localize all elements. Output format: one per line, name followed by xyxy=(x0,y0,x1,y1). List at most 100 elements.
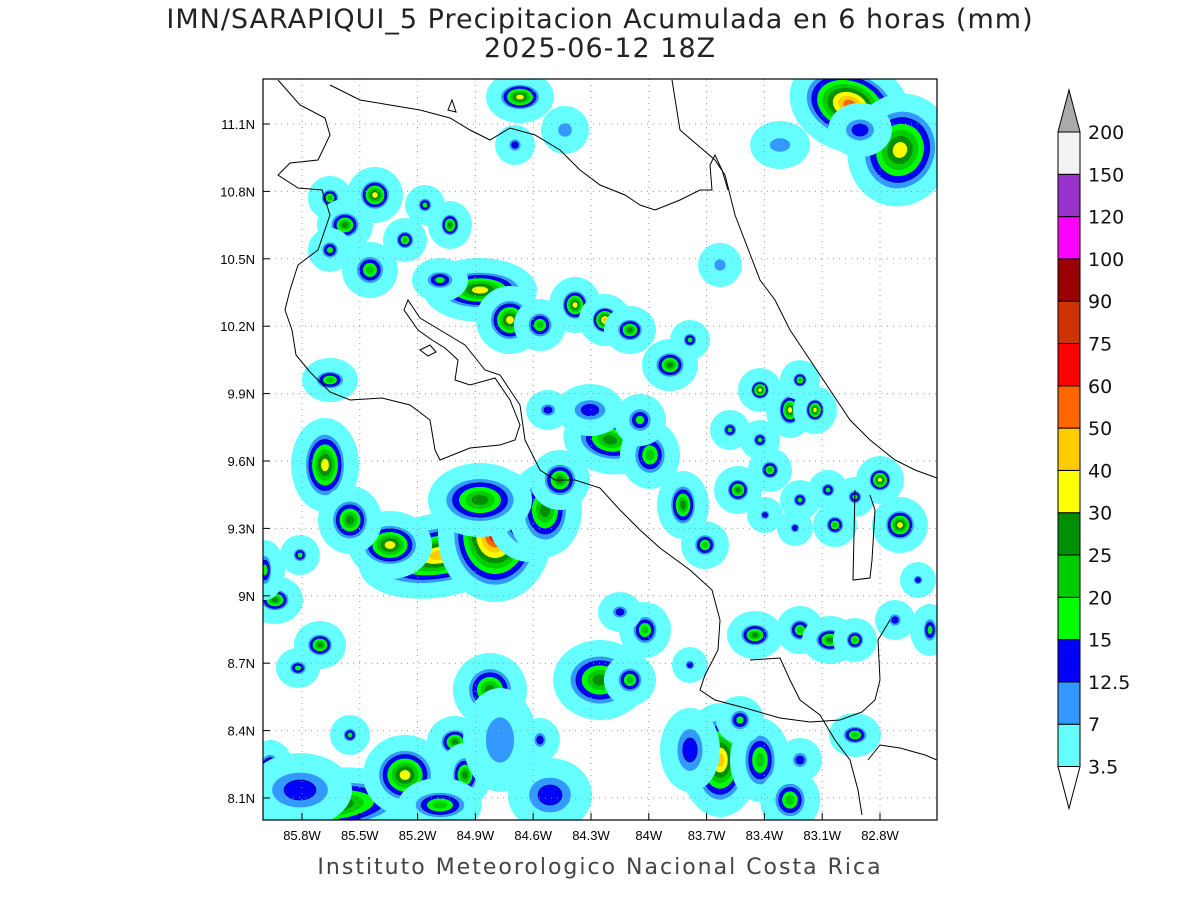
precip-cell xyxy=(614,394,666,446)
precip-cell xyxy=(672,647,708,683)
precip-cell xyxy=(747,497,783,533)
precip-cell xyxy=(556,384,624,436)
precip-contour-30 xyxy=(471,286,489,294)
burica-coast xyxy=(867,744,937,761)
precip-cell xyxy=(670,320,710,360)
precip-contour-15 xyxy=(825,487,831,493)
credit-text: Instituto Meteorologico Nacional Costa R… xyxy=(317,855,883,880)
precip-contour-20 xyxy=(851,732,859,738)
precip-contour-20 xyxy=(327,195,333,201)
precip-contour-25 xyxy=(735,487,741,493)
precip-cell xyxy=(660,708,720,792)
osa-golfo-dulce xyxy=(749,657,863,816)
precip-contour-20 xyxy=(326,377,334,383)
precip-contour-25 xyxy=(751,632,759,638)
precip-contour-12.5 xyxy=(283,779,317,801)
precip-contour-12.5 xyxy=(851,123,869,137)
precip-cell xyxy=(463,688,537,792)
legend-swatch-12.5 xyxy=(1057,639,1081,683)
precip-cell xyxy=(780,360,820,400)
precip-cell xyxy=(856,456,904,504)
precip-cell xyxy=(342,242,398,298)
precip-cell xyxy=(698,243,742,287)
map-subtitle: 2025-06-12 18Z xyxy=(483,33,717,64)
legend-swatch-100 xyxy=(1057,216,1081,260)
y-tick-label: 8.1N xyxy=(228,791,255,806)
coastlines-borders xyxy=(277,79,937,816)
precip-cell xyxy=(657,471,709,539)
precip-contour-15 xyxy=(263,564,268,576)
precip-contour-7 xyxy=(485,717,515,763)
legend-swatch-75 xyxy=(1057,300,1081,345)
precip-contour-30 xyxy=(516,94,524,100)
legend-swatch-7 xyxy=(1057,681,1081,725)
graticule xyxy=(263,79,937,820)
precip-contour-30 xyxy=(877,477,883,483)
gulf-island xyxy=(419,344,437,357)
x-tick-label: 85.8W xyxy=(283,828,321,843)
legend-swatch-120 xyxy=(1057,173,1081,218)
precip-contour-20 xyxy=(366,266,374,274)
precip-contour-25 xyxy=(345,515,355,525)
precip-cell xyxy=(330,715,370,755)
precip-contour-20 xyxy=(432,801,448,809)
precip-contour-30 xyxy=(399,770,411,780)
precip-contour-3.5 xyxy=(910,604,937,656)
x-tick-label: 82.8W xyxy=(861,828,899,843)
precip-contour-15 xyxy=(927,625,933,635)
precip-contour-15 xyxy=(297,552,303,558)
precip-contour-15 xyxy=(757,437,763,443)
precip-cell xyxy=(412,258,468,302)
precip-contour-15 xyxy=(635,415,645,425)
precip-cell xyxy=(263,540,285,600)
precip-contour-20 xyxy=(641,626,649,634)
precip-cell xyxy=(308,228,352,272)
precip-cell xyxy=(302,358,358,402)
precip-contour-25 xyxy=(592,674,608,686)
legend-label: 12.5 xyxy=(1088,672,1130,694)
precip-cell xyxy=(910,604,937,656)
precip-contour-15 xyxy=(727,427,733,433)
y-tick-label: 10.2N xyxy=(220,319,255,334)
precip-cell xyxy=(681,521,729,569)
x-tick-label: 83.7W xyxy=(688,828,726,843)
nicaragua-pacific-coast xyxy=(277,79,891,723)
legend-label: 100 xyxy=(1088,249,1124,271)
precip-contour-30 xyxy=(897,522,903,528)
map-title: IMN/SARAPIQUI_5 Precipitacion Acumulada … xyxy=(166,4,1034,35)
precip-contour-25 xyxy=(666,362,674,368)
precip-contour-25 xyxy=(462,770,468,780)
precip-contour-25 xyxy=(826,637,834,643)
x-tick-label: 83.1W xyxy=(803,828,841,843)
legend-swatch-25 xyxy=(1057,512,1081,556)
x-tick-label: 83.4W xyxy=(746,828,784,843)
precip-contour-12.5 xyxy=(543,406,553,414)
precip-cell xyxy=(619,602,671,658)
precip-cell xyxy=(428,463,532,537)
precip-cell xyxy=(748,448,792,492)
precip-contour-12.5 xyxy=(795,755,805,765)
precip-contour-30 xyxy=(758,388,762,392)
precip-cell xyxy=(520,718,560,762)
y-tick-label: 9.9N xyxy=(228,387,255,402)
precip-contour-12.5 xyxy=(792,525,798,531)
precip-contour-20 xyxy=(755,752,765,768)
precip-contour-30 xyxy=(321,458,329,472)
legend-label: 50 xyxy=(1088,418,1112,440)
precip-contour-7 xyxy=(714,259,726,271)
latitude-axis: 11.1N 10.8N 10.5N 10.2N 9.9N 9.6N 9.3N 9N 8.7N 8.… xyxy=(220,117,270,806)
legend-swatch-90 xyxy=(1057,258,1081,302)
legend-swatch-15 xyxy=(1057,596,1081,641)
x-tick-label: 84.9W xyxy=(457,828,495,843)
precip-cell xyxy=(604,306,656,354)
precip-contour-20 xyxy=(832,522,838,528)
precip-contour-20 xyxy=(626,676,634,684)
precip-cell xyxy=(526,390,570,430)
legend-swatch-3.5 xyxy=(1057,723,1081,768)
precip-contour-12.5 xyxy=(687,662,693,668)
precip-contour-12.5 xyxy=(536,735,544,745)
precip-contour-15 xyxy=(797,497,803,503)
legend-label: 3.5 xyxy=(1088,757,1118,779)
precip-contour-15 xyxy=(687,337,693,343)
